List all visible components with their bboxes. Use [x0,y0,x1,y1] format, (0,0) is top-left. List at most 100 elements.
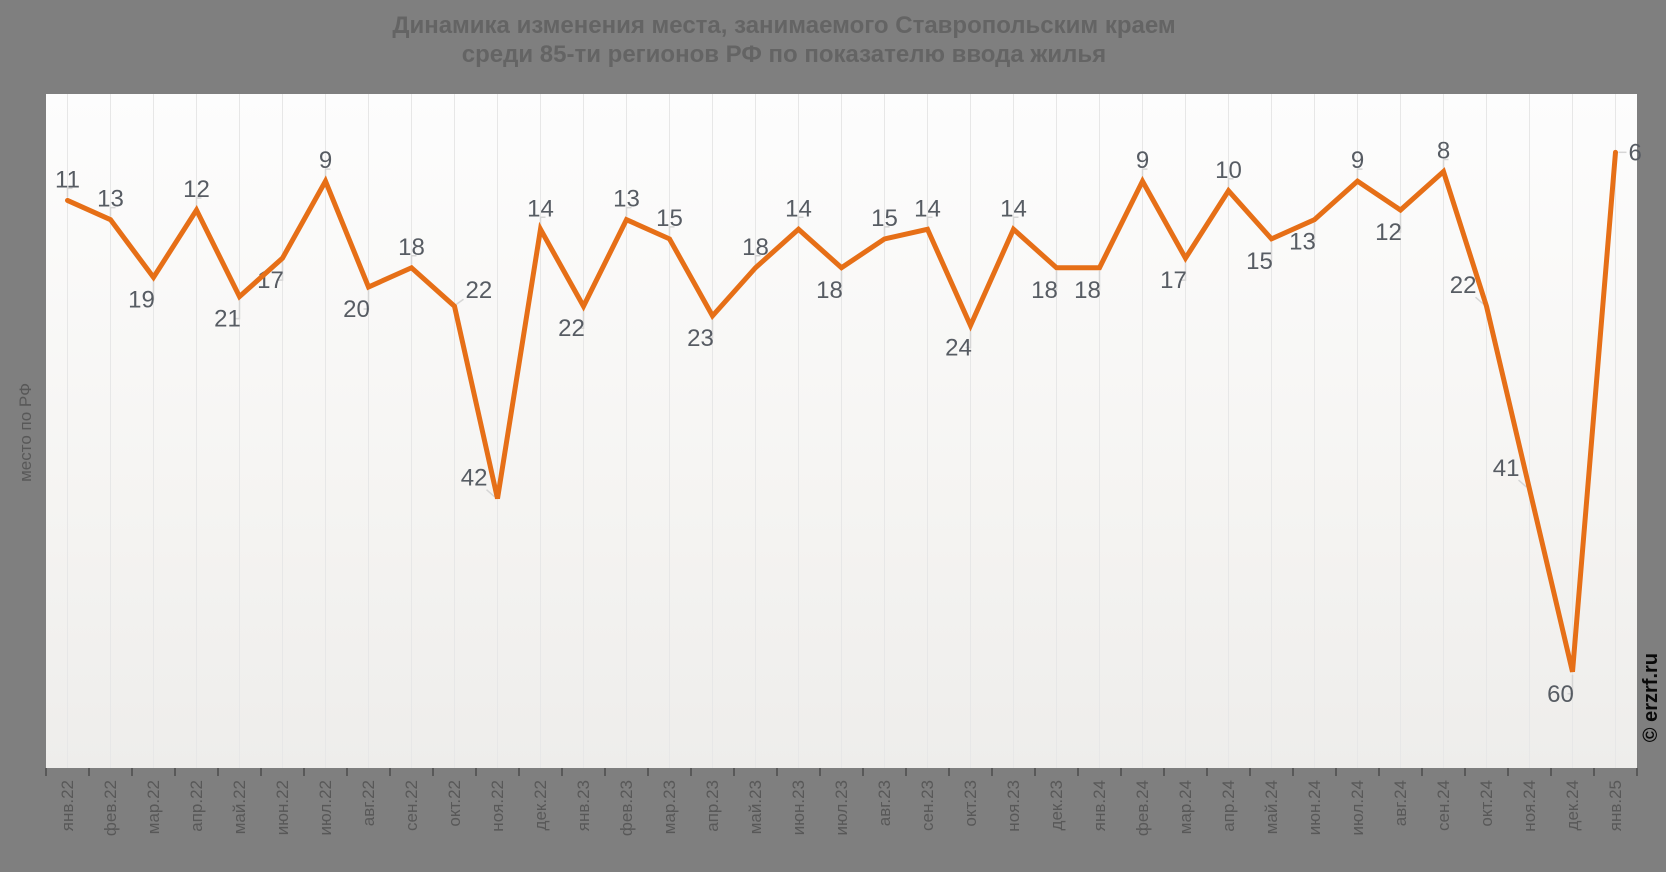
data-label: 13 [1289,229,1316,256]
x-axis-label: фев.24 [1132,780,1152,837]
x-axis-label: ноя.23 [1003,780,1023,832]
label-leader-line [1180,261,1187,281]
label-leader-line [324,168,331,179]
watermark-erzrf: © erzrf.ru [1640,653,1662,743]
data-label: 24 [945,334,972,361]
label-leader-line [363,290,370,310]
data-label: 13 [613,186,640,213]
data-label: 22 [558,315,585,342]
label-leader-line [1567,674,1574,695]
data-label: 9 [1351,147,1364,174]
label-leader-line [1356,168,1363,179]
x-axis-label: сен.23 [917,780,937,831]
label-leader-line [625,206,632,217]
x-axis-label: янв.23 [573,780,593,832]
data-label: 18 [1074,277,1101,304]
data-label: 19 [128,286,155,313]
x-axis-label: дек.23 [1046,780,1066,831]
label-leader-line [456,298,464,305]
x-axis-label: окт.22 [444,780,464,827]
label-leader-line [148,280,155,301]
chart-title-line-1: Динамика изменения места, занимаемого Ст… [392,12,1176,39]
x-axis-label: мар.24 [1175,780,1195,835]
label-leader-line [109,206,116,217]
x-axis-label: дек.24 [1562,780,1582,831]
x-axis-label: мар.23 [659,780,679,835]
label-leader-line [578,309,585,329]
x-axis-label: сен.22 [401,780,421,831]
data-label: 15 [871,205,898,232]
x-axis-label: май.22 [229,780,249,835]
label-leader-line [195,197,202,208]
data-label: 12 [183,176,210,203]
x-axis-label: фев.23 [616,780,636,837]
x-axis-label: авг.24 [1390,780,1410,827]
x-axis-label: июл.24 [1347,780,1367,836]
y-axis-title: место по РФ [16,383,35,482]
x-axis-label: июн.23 [788,780,808,836]
label-leader-line [1227,178,1234,188]
x-axis-label: фев.22 [100,780,120,837]
label-leader-line [836,270,843,291]
x-axis-label: май.24 [1261,780,1281,835]
label-leader-line [754,255,761,265]
label-leader-line [1266,241,1273,262]
label-leader-line [66,187,73,198]
x-axis-label: июл.23 [831,780,851,836]
label-leader-line [1395,213,1402,233]
x-axis-label: апр.22 [186,780,206,832]
chart-title: Динамика изменения места, занимаемого Ст… [0,11,1568,69]
data-label: 18 [742,234,769,261]
data-label: 42 [461,465,488,492]
x-axis-label: июн.24 [1304,780,1324,836]
data-label: 23 [687,325,714,352]
label-leader-line [1141,168,1148,179]
x-axis-label: апр.23 [702,780,722,832]
label-leader-line [1012,216,1019,227]
data-label: 41 [1493,455,1520,482]
data-label: 12 [1375,219,1402,246]
label-leader-line [277,261,284,281]
label-leader-line [234,299,241,320]
data-label: 14 [1000,195,1027,222]
label-leader-line [410,255,417,265]
series-line [65,149,1618,673]
data-label: 18 [816,277,843,304]
data-label: 14 [527,195,554,222]
x-axis-label: май.23 [745,780,765,835]
data-label: 15 [656,205,683,232]
label-leader-line [539,216,546,227]
data-label: 22 [1450,272,1477,299]
data-label: 18 [398,234,425,261]
label-leader-line [883,226,890,236]
x-axis-label: янв.25 [1605,780,1625,832]
x-axis-label: авг.22 [358,780,378,827]
data-label: 9 [1136,147,1149,174]
label-leader-line [1051,270,1058,291]
chart-title-line-2: среди 85-ти регионов РФ по показателю вв… [461,41,1107,68]
data-label: 8 [1437,138,1450,165]
label-leader-line [797,216,804,227]
x-axis-label: янв.24 [1089,780,1109,832]
x-axis-label: апр.24 [1218,780,1238,832]
label-leader-line [1442,158,1449,169]
label-leader-line [1475,296,1484,305]
x-axis-label: ноя.24 [1519,780,1539,832]
label-leader-line [486,489,495,498]
label-leader-line [668,226,675,236]
label-leader-line [926,216,933,227]
x-axis-label: мар.22 [143,780,163,835]
data-label: 14 [914,195,941,222]
label-leader-line [1094,270,1101,291]
x-axis-label: сен.24 [1433,780,1453,831]
x-axis-label: авг.23 [874,780,894,827]
data-label: 18 [1031,277,1058,304]
data-label: 22 [466,277,493,304]
data-label: 10 [1215,157,1242,184]
x-axis-label: июл.22 [315,780,335,836]
data-label: 13 [97,186,124,213]
x-axis-label: янв.22 [57,780,77,832]
label-leader-line [1518,479,1527,488]
x-axis-label: окт.23 [960,780,980,827]
